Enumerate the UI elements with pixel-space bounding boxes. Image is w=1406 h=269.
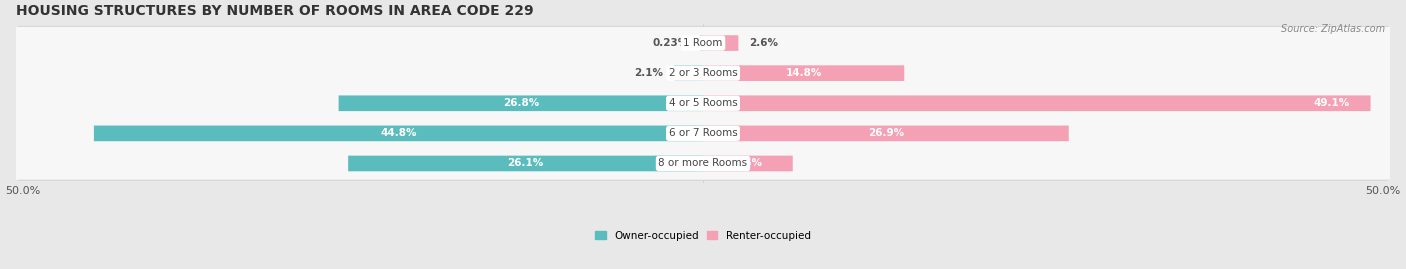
Text: 26.1%: 26.1% [508, 158, 544, 168]
Text: HOUSING STRUCTURES BY NUMBER OF ROOMS IN AREA CODE 229: HOUSING STRUCTURES BY NUMBER OF ROOMS IN… [17, 4, 534, 18]
Text: 14.8%: 14.8% [786, 68, 821, 78]
Text: 8 or more Rooms: 8 or more Rooms [658, 158, 748, 168]
FancyBboxPatch shape [15, 117, 1391, 150]
Text: 49.1%: 49.1% [1315, 98, 1350, 108]
Text: 6 or 7 Rooms: 6 or 7 Rooms [669, 128, 737, 138]
FancyBboxPatch shape [17, 116, 1389, 151]
FancyBboxPatch shape [17, 86, 1389, 121]
Text: 6.6%: 6.6% [734, 158, 762, 168]
Text: 26.9%: 26.9% [868, 128, 904, 138]
FancyBboxPatch shape [349, 156, 703, 171]
Text: 2.6%: 2.6% [749, 38, 779, 48]
Text: 2 or 3 Rooms: 2 or 3 Rooms [669, 68, 737, 78]
Text: 44.8%: 44.8% [380, 128, 416, 138]
Text: Source: ZipAtlas.com: Source: ZipAtlas.com [1281, 24, 1385, 34]
FancyBboxPatch shape [703, 126, 1069, 141]
FancyBboxPatch shape [339, 95, 703, 111]
FancyBboxPatch shape [17, 146, 1389, 181]
FancyBboxPatch shape [703, 156, 793, 171]
FancyBboxPatch shape [703, 95, 1371, 111]
Legend: Owner-occupied, Renter-occupied: Owner-occupied, Renter-occupied [591, 226, 815, 245]
Text: 2.1%: 2.1% [634, 68, 664, 78]
FancyBboxPatch shape [700, 35, 703, 51]
FancyBboxPatch shape [15, 57, 1391, 89]
Text: 0.23%: 0.23% [652, 38, 689, 48]
FancyBboxPatch shape [703, 35, 738, 51]
FancyBboxPatch shape [15, 147, 1391, 180]
FancyBboxPatch shape [15, 87, 1391, 119]
FancyBboxPatch shape [15, 27, 1391, 59]
Text: 1 Room: 1 Room [683, 38, 723, 48]
FancyBboxPatch shape [675, 65, 703, 81]
FancyBboxPatch shape [94, 126, 703, 141]
Text: 26.8%: 26.8% [503, 98, 538, 108]
FancyBboxPatch shape [17, 56, 1389, 90]
FancyBboxPatch shape [17, 26, 1389, 60]
Text: 4 or 5 Rooms: 4 or 5 Rooms [669, 98, 737, 108]
FancyBboxPatch shape [703, 65, 904, 81]
